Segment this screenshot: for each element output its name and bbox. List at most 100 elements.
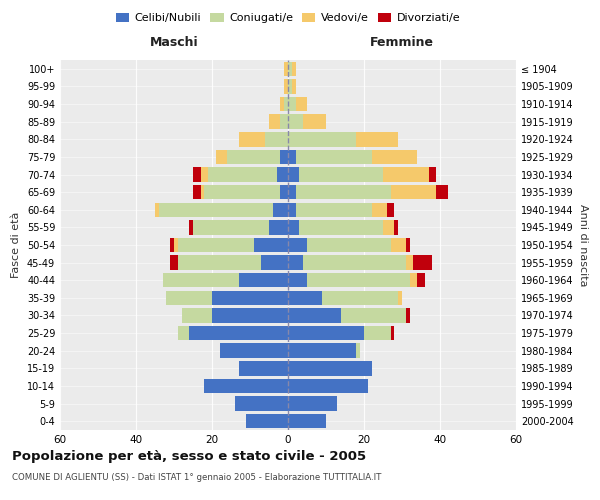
Bar: [159, 202, 273, 217]
Text: Femmine: Femmine: [370, 36, 434, 50]
Bar: [269, 114, 280, 129]
Bar: [254, 238, 288, 252]
Bar: [288, 150, 296, 164]
Bar: [288, 220, 299, 234]
Bar: [398, 290, 402, 305]
Bar: [284, 62, 288, 76]
Bar: [193, 220, 269, 234]
Bar: [288, 132, 356, 146]
Bar: [189, 220, 193, 234]
Bar: [277, 168, 288, 181]
Bar: [288, 326, 364, 340]
Bar: [303, 114, 326, 129]
Bar: [189, 326, 288, 340]
Bar: [220, 344, 288, 358]
Bar: [174, 238, 178, 252]
Text: COMUNE DI AGLIENTU (SS) - Dati ISTAT 1° gennaio 2005 - Elaborazione TUTTITALIA.I: COMUNE DI AGLIENTU (SS) - Dati ISTAT 1° …: [12, 472, 382, 482]
Bar: [227, 150, 280, 164]
Bar: [299, 220, 383, 234]
Bar: [288, 396, 337, 411]
Bar: [288, 114, 303, 129]
Text: Maschi: Maschi: [149, 36, 199, 50]
Y-axis label: Fasce di età: Fasce di età: [11, 212, 21, 278]
Bar: [163, 273, 239, 287]
Bar: [273, 202, 288, 217]
Bar: [413, 256, 433, 270]
Bar: [406, 238, 410, 252]
Bar: [303, 256, 406, 270]
Bar: [288, 168, 299, 181]
Bar: [371, 150, 417, 164]
Bar: [288, 273, 307, 287]
Bar: [296, 150, 371, 164]
Bar: [371, 202, 387, 217]
Bar: [216, 150, 227, 164]
Bar: [280, 114, 288, 129]
Bar: [205, 185, 280, 200]
Bar: [288, 79, 292, 94]
Bar: [200, 168, 208, 181]
Bar: [246, 414, 288, 428]
Bar: [166, 290, 212, 305]
Legend: Celibi/Nubili, Coniugati/e, Vedovi/e, Divorziati/e: Celibi/Nubili, Coniugati/e, Vedovi/e, Di…: [112, 8, 464, 28]
Bar: [280, 185, 288, 200]
Bar: [284, 97, 288, 112]
Bar: [155, 202, 159, 217]
Bar: [307, 273, 410, 287]
Bar: [436, 185, 448, 200]
Bar: [288, 238, 307, 252]
Bar: [391, 326, 394, 340]
Bar: [208, 168, 277, 181]
Bar: [299, 168, 383, 181]
Bar: [428, 168, 436, 181]
Bar: [280, 150, 288, 164]
Bar: [383, 220, 394, 234]
Bar: [170, 256, 178, 270]
Bar: [296, 202, 371, 217]
Y-axis label: Anni di nascita: Anni di nascita: [578, 204, 587, 286]
Bar: [193, 185, 200, 200]
Bar: [239, 273, 288, 287]
Bar: [356, 132, 398, 146]
Bar: [239, 132, 265, 146]
Bar: [280, 97, 284, 112]
Bar: [205, 378, 288, 393]
Bar: [322, 290, 398, 305]
Bar: [410, 273, 417, 287]
Bar: [292, 62, 296, 76]
Bar: [288, 378, 368, 393]
Bar: [288, 290, 322, 305]
Text: Popolazione per età, sesso e stato civile - 2005: Popolazione per età, sesso e stato civil…: [12, 450, 366, 463]
Bar: [193, 168, 200, 181]
Bar: [182, 308, 212, 322]
Bar: [288, 256, 303, 270]
Bar: [288, 202, 296, 217]
Bar: [288, 361, 371, 376]
Bar: [292, 79, 296, 94]
Bar: [391, 185, 436, 200]
Bar: [341, 308, 406, 322]
Bar: [178, 326, 189, 340]
Bar: [265, 132, 288, 146]
Bar: [178, 256, 262, 270]
Bar: [288, 185, 296, 200]
Bar: [296, 97, 307, 112]
Bar: [170, 238, 174, 252]
Bar: [356, 344, 360, 358]
Bar: [288, 414, 326, 428]
Bar: [391, 238, 406, 252]
Bar: [394, 220, 398, 234]
Bar: [383, 168, 428, 181]
Bar: [406, 256, 413, 270]
Bar: [239, 361, 288, 376]
Bar: [288, 308, 341, 322]
Bar: [212, 290, 288, 305]
Bar: [262, 256, 288, 270]
Bar: [288, 97, 296, 112]
Bar: [406, 308, 410, 322]
Bar: [200, 185, 205, 200]
Bar: [178, 238, 254, 252]
Bar: [284, 79, 288, 94]
Bar: [269, 220, 288, 234]
Bar: [364, 326, 391, 340]
